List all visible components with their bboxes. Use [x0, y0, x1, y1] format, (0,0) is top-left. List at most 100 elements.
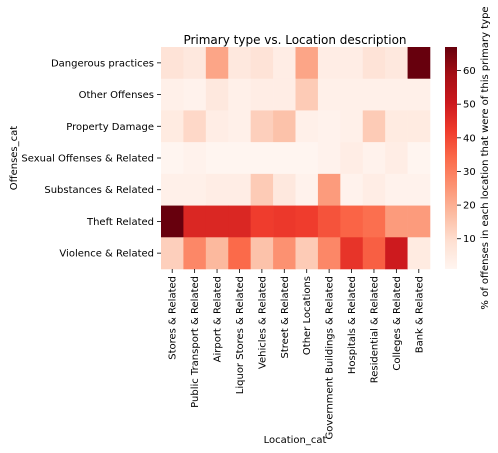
colorbar-tick-label: 30: [463, 167, 476, 178]
heatmap-cell: [205, 47, 229, 80]
x-tick-label: Vehicles & Related: [257, 276, 268, 369]
heatmap-cell: [161, 205, 184, 238]
heatmap-cell: [228, 142, 251, 175]
heatmap-cell: [228, 47, 251, 80]
heatmap-cell: [340, 173, 364, 206]
heatmap-cell: [273, 142, 296, 175]
heatmap-cells: [161, 47, 431, 270]
y-tick-label: Violence & Related: [59, 249, 154, 260]
heatmap-cell: [340, 205, 364, 238]
heatmap-cell: [295, 237, 319, 270]
heatmap-cell: [385, 205, 408, 238]
colorbar-tick-label: 10: [463, 234, 476, 245]
colorbar-label: % of offenses in each location that were…: [480, 6, 491, 309]
heatmap-cell: [407, 110, 431, 143]
x-tick-label: Government Buildings & Related: [325, 276, 336, 439]
heatmap-cell: [317, 205, 341, 238]
heatmap-cell: [295, 47, 319, 80]
x-tick-label: Colleges & Related: [392, 276, 403, 371]
heatmap-cell: [205, 237, 229, 270]
heatmap-cell: [273, 173, 296, 206]
heatmap-cell: [228, 173, 251, 206]
heatmap-cell: [250, 142, 274, 175]
heatmap-cell: [340, 142, 364, 175]
heatmap-cell: [205, 110, 229, 143]
heatmap-cell: [183, 142, 207, 175]
heatmap-cell: [407, 237, 431, 270]
x-tick-label: Airport & Related: [213, 276, 224, 362]
heatmap-cell: [385, 173, 408, 206]
heatmap-cell: [407, 47, 431, 80]
heatmap-cell: [362, 78, 386, 111]
heatmap-cell: [183, 205, 207, 238]
x-tick-label: Stores & Related: [168, 276, 179, 360]
heatmap-cell: [362, 237, 386, 270]
colorbar-tick-label: 50: [463, 100, 476, 111]
x-tick-label: Other Locations: [302, 276, 313, 355]
heatmap-cell: [183, 47, 207, 80]
heatmap-cell: [273, 110, 296, 143]
heatmap-cell: [340, 78, 364, 111]
heatmap-cell: [340, 237, 364, 270]
y-axis: Dangerous practices Other Offenses Propert…: [21, 58, 161, 260]
heatmap-cell: [362, 142, 386, 175]
heatmap-cell: [295, 78, 319, 111]
heatmap-cell: [385, 142, 408, 175]
y-axis-label: Offenses_cat: [9, 126, 20, 190]
x-tick-label: Bank & Related: [414, 276, 425, 353]
heatmap-cell: [362, 173, 386, 206]
heatmap-cell: [385, 110, 408, 143]
heatmap-cell: [183, 110, 207, 143]
x-tick-label: Public Transport & Related: [190, 276, 201, 408]
x-tick-label: Street & Related: [280, 276, 291, 359]
heatmap-cell: [362, 47, 386, 80]
heatmap-cell: [250, 47, 274, 80]
y-tick-label: Other Offenses: [79, 90, 154, 101]
heatmap-cell: [385, 78, 408, 111]
x-tick-label: Residential & Related: [369, 276, 380, 383]
heatmap-cell: [273, 47, 296, 80]
heatmap-cell: [250, 78, 274, 111]
colorbar-tick-label: 60: [463, 66, 476, 77]
heatmap-cell: [250, 205, 274, 238]
heatmap-cell: [250, 173, 274, 206]
heatmap-cell: [385, 237, 408, 270]
x-axis: Stores & Related Public Transport & Relat…: [168, 269, 425, 439]
heatmap-cell: [228, 110, 251, 143]
heatmap-cell: [183, 237, 207, 270]
heatmap-cell: [228, 205, 251, 238]
heatmap-cell: [161, 47, 184, 80]
heatmap-cell: [205, 78, 229, 111]
heatmap-cell: [340, 47, 364, 80]
heatmap-cell: [317, 173, 341, 206]
heatmap-cell: [340, 110, 364, 143]
heatmap-cell: [362, 205, 386, 238]
heatmap-cell: [161, 78, 184, 111]
y-tick-label: Substances & Related: [44, 185, 154, 196]
heatmap-cell: [407, 142, 431, 175]
heatmap-cell: [183, 78, 207, 111]
heatmap-cell: [295, 173, 319, 206]
heatmap-cell: [161, 237, 184, 270]
heatmap-cell: [161, 142, 184, 175]
heatmap-cell: [295, 205, 319, 238]
colorbar-tick-label: 20: [463, 201, 476, 212]
heatmap-cell: [250, 237, 274, 270]
heatmap-cell: [317, 78, 341, 111]
heatmap-cell: [317, 110, 341, 143]
heatmap-cell: [161, 110, 184, 143]
x-axis-label: Location_cat: [264, 435, 327, 446]
heatmap-cell: [205, 142, 229, 175]
heatmap-cell: [407, 78, 431, 111]
heatmap-cell: [273, 205, 296, 238]
heatmap-cell: [205, 173, 229, 206]
heatmap-cell: [161, 173, 184, 206]
chart-title: Primary type vs. Location description: [183, 33, 406, 47]
heatmap-cell: [362, 110, 386, 143]
heatmap-cell: [273, 237, 296, 270]
colorbar-gradient: [445, 47, 457, 269]
heatmap-cell: [250, 110, 274, 143]
x-tick-label: Hospitals & Related: [347, 276, 358, 374]
